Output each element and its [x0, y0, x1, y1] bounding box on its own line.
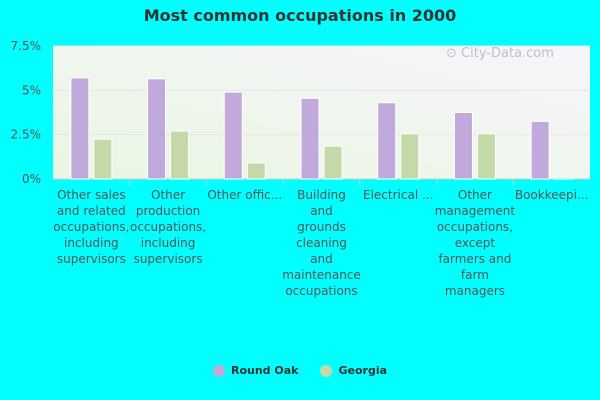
watermark: ⊙ City-Data.com [446, 46, 554, 61]
bar-round-oak [377, 102, 397, 180]
x-tick-label: Bookkeepi... [515, 188, 589, 202]
y-tick-label: 5% [22, 83, 41, 97]
legend-item-round-oak: Round Oak [212, 364, 299, 377]
bar-georgia [170, 130, 190, 180]
bar-georgia [93, 138, 113, 180]
x-tick-label: management [435, 204, 516, 218]
x-tick-label: and [310, 204, 333, 218]
bar-georgia [476, 133, 496, 180]
bar-georgia [553, 176, 573, 180]
x-tick-label: occupations, [53, 220, 129, 234]
x-tick-label: Other [151, 188, 185, 202]
y-tick-label: 7.5% [11, 39, 42, 53]
chart-title: Most common occupations in 2000 [143, 6, 457, 25]
bar-round-oak [453, 112, 473, 180]
legend-swatch-georgia [320, 364, 333, 377]
bar-georgia [323, 145, 343, 180]
bar-georgia [246, 162, 266, 180]
y-tick-label: 2.5% [11, 128, 42, 142]
x-tick-label: including [141, 236, 196, 250]
legend-swatch-round-oak [212, 364, 225, 377]
legend-label-round-oak: Round Oak [230, 364, 299, 377]
x-tick-label: grounds [297, 220, 346, 234]
y-tick-label: 0% [22, 172, 41, 186]
x-tick-label: Other [458, 188, 492, 202]
bar-round-oak [223, 91, 243, 180]
x-tick-label: maintenance [282, 268, 361, 282]
x-tick-label: and [310, 252, 333, 266]
x-tick-label: Other offic... [207, 188, 282, 202]
x-tick-label: farmers and [438, 252, 511, 266]
x-tick-label: occupations, [130, 220, 206, 234]
x-tick-label: including [64, 236, 119, 250]
x-tick-label: occupations, [437, 220, 513, 234]
x-tick-label: Electrical ... [363, 188, 433, 202]
x-tick-label: farm [461, 268, 489, 282]
x-tick-label: supervisors [57, 252, 126, 266]
x-tick-label: occupations [285, 284, 357, 298]
bar-georgia [400, 133, 420, 180]
x-tick-label: cleaning [296, 236, 347, 250]
x-tick-label: production [136, 204, 200, 218]
bar-round-oak [530, 120, 550, 180]
watermark-text: City-Data.com [461, 46, 554, 61]
legend-label-georgia: Georgia [338, 364, 388, 377]
x-tick-label: and related [57, 204, 126, 218]
x-tick-label: except [455, 236, 496, 250]
x-tick-label: supervisors [134, 252, 203, 266]
legend: Round Oak Georgia [0, 364, 600, 377]
plot-background [53, 46, 590, 179]
x-tick-label: Other sales [57, 188, 125, 202]
x-tick-label: managers [445, 284, 505, 298]
city-data-logo-icon: ⊙ [446, 46, 457, 61]
x-tick-label: Building [297, 188, 346, 202]
legend-item-georgia: Georgia [320, 364, 387, 377]
bar-round-oak [300, 97, 320, 180]
bar-round-oak [70, 77, 90, 180]
bar-round-oak [147, 78, 167, 180]
